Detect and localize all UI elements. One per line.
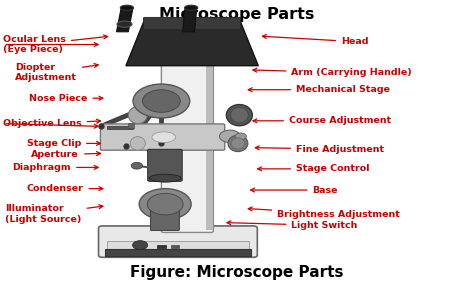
Ellipse shape	[149, 174, 181, 182]
Ellipse shape	[230, 107, 248, 123]
Circle shape	[131, 162, 143, 169]
Bar	[107, 241, 249, 255]
Text: Stage Clip: Stage Clip	[27, 139, 100, 148]
FancyBboxPatch shape	[151, 203, 179, 230]
FancyBboxPatch shape	[99, 226, 257, 257]
Ellipse shape	[130, 137, 146, 150]
Bar	[105, 249, 251, 256]
Text: Stage Control: Stage Control	[258, 164, 370, 173]
Text: Diaphragm: Diaphragm	[12, 163, 98, 172]
Ellipse shape	[231, 138, 245, 149]
FancyBboxPatch shape	[161, 55, 213, 232]
Circle shape	[133, 84, 190, 118]
Text: Illuminator
(Light Source): Illuminator (Light Source)	[5, 204, 103, 224]
Bar	[171, 245, 179, 248]
Ellipse shape	[228, 135, 248, 152]
Text: Head: Head	[263, 35, 368, 46]
Text: Course Adjustment: Course Adjustment	[253, 116, 391, 125]
Text: Aperture: Aperture	[31, 150, 100, 159]
Text: Brightness Adjustment: Brightness Adjustment	[248, 207, 400, 219]
Text: Fine Adjustment: Fine Adjustment	[255, 145, 384, 154]
FancyBboxPatch shape	[148, 149, 182, 181]
Circle shape	[147, 193, 183, 215]
Ellipse shape	[120, 5, 134, 10]
Text: Base: Base	[251, 185, 338, 195]
Ellipse shape	[152, 132, 175, 143]
Ellipse shape	[227, 105, 252, 126]
Polygon shape	[182, 8, 197, 32]
Circle shape	[133, 241, 148, 250]
Ellipse shape	[184, 5, 198, 10]
Polygon shape	[117, 8, 133, 32]
Ellipse shape	[128, 107, 147, 124]
Text: Nose Piece: Nose Piece	[29, 94, 103, 103]
FancyBboxPatch shape	[100, 124, 225, 150]
Polygon shape	[126, 19, 258, 66]
Circle shape	[219, 130, 240, 143]
Bar	[107, 126, 133, 129]
FancyBboxPatch shape	[144, 17, 241, 30]
Text: Arm (Carrying Handle): Arm (Carrying Handle)	[253, 68, 412, 77]
Circle shape	[143, 90, 180, 112]
Text: Figure: Microscope Parts: Figure: Microscope Parts	[130, 265, 344, 280]
Circle shape	[235, 133, 246, 140]
Ellipse shape	[117, 21, 132, 27]
Bar	[156, 245, 166, 248]
Text: Microscope Parts: Microscope Parts	[159, 7, 315, 22]
Text: Ocular Lens
(Eye Piece): Ocular Lens (Eye Piece)	[3, 35, 108, 54]
Text: Condenser: Condenser	[27, 184, 103, 193]
Text: Diopter
Adjustment: Diopter Adjustment	[15, 63, 98, 82]
Circle shape	[139, 189, 191, 220]
Text: Light Switch: Light Switch	[227, 221, 358, 230]
Bar	[206, 60, 213, 229]
Text: Mechanical Stage: Mechanical Stage	[248, 85, 390, 94]
Bar	[128, 123, 134, 128]
Text: Objective Lens: Objective Lens	[3, 119, 100, 128]
